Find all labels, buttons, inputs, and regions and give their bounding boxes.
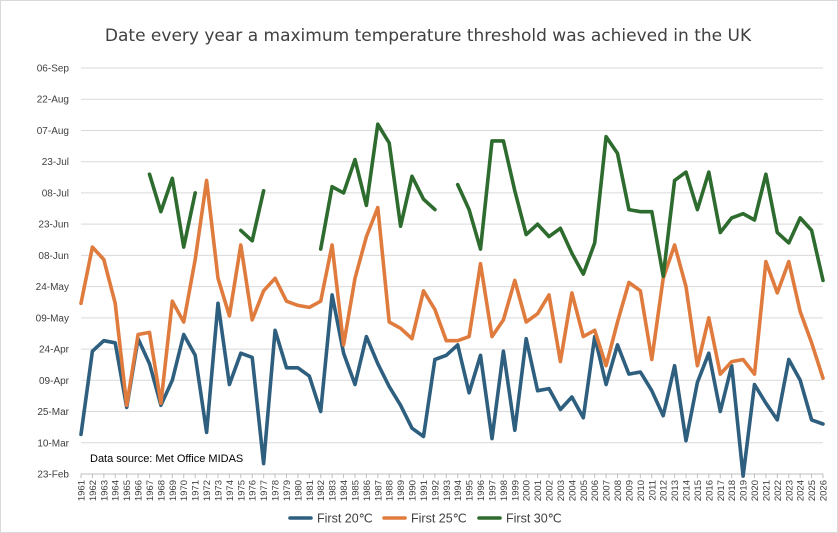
x-tick-label: 1961 [77, 480, 88, 501]
x-tick-label: 1980 [293, 480, 304, 501]
series-line-3 [147, 172, 197, 249]
series-lines [79, 122, 825, 478]
data-source-note: Data source: Met Office MIDAS [87, 449, 243, 467]
legend-label: First 25℃ [411, 512, 467, 526]
x-tick-label: 2014 [682, 480, 693, 501]
x-tick-label: 2010 [636, 480, 647, 501]
x-tick-label: 1994 [453, 480, 464, 501]
y-tick-label: 07-Aug [37, 126, 69, 137]
x-tick-label: 2023 [784, 480, 795, 501]
series-line-1 [79, 293, 825, 478]
x-tick-label: 1968 [156, 480, 167, 501]
x-tick-label: 2008 [613, 480, 624, 501]
x-tick-label: 1984 [339, 480, 350, 501]
y-tick-label: 23-Jun [38, 220, 69, 231]
x-tick-label: 1966 [134, 480, 145, 501]
x-tick-label: 2016 [704, 480, 715, 501]
x-tick-label: 1985 [350, 480, 361, 501]
series-line-3 [318, 122, 437, 251]
x-tick-label: 1978 [271, 480, 282, 501]
note-background [87, 449, 243, 467]
series-line-3 [455, 134, 825, 283]
x-tick-label: 1982 [316, 480, 327, 501]
legend-label: First 30℃ [506, 512, 562, 526]
legend-label: First 20℃ [317, 512, 373, 526]
y-tick-label: 10-Mar [37, 438, 69, 449]
x-tick-label: 1981 [305, 480, 316, 501]
chart-title: Date every year a maximum temperature th… [105, 26, 752, 46]
x-tick-label: 2000 [522, 480, 533, 501]
x-tick-label: 1993 [442, 480, 453, 501]
x-tick-label: 1969 [168, 480, 179, 501]
x-tick-label: 1992 [430, 480, 441, 501]
x-tick-label: 1995 [465, 480, 476, 501]
x-tick-label: 1999 [510, 480, 521, 501]
x-axis-tick-labels: 1961 1962 1963 1964 1965 1966 1967 1968 1969 1970… [77, 480, 830, 501]
x-tick-label: 1990 [408, 480, 419, 501]
y-tick-label: 09-May [36, 313, 69, 324]
y-tick-label: 23-Feb [37, 470, 69, 481]
y-tick-label: 22-Aug [37, 95, 69, 106]
y-tick-label: 25-Mar [37, 407, 69, 418]
x-tick-label: 1977 [259, 480, 270, 501]
x-tick-label: 2013 [670, 480, 681, 501]
y-tick-label: 09-Apr [39, 376, 70, 387]
x-tick-label: 2012 [659, 480, 670, 501]
x-tick-label: 1972 [202, 480, 213, 501]
x-tick-label: 1988 [385, 480, 396, 501]
x-tick-label: 2017 [716, 480, 727, 501]
x-tick-label: 1962 [88, 480, 99, 501]
x-tick-label: 2019 [739, 480, 750, 501]
x-tick-label: 2021 [761, 480, 772, 501]
x-tick-label: 1970 [179, 480, 190, 501]
x-tick-label: 1989 [396, 480, 407, 501]
x-tick-label: 2018 [727, 480, 738, 501]
x-tick-label: 1974 [225, 480, 236, 501]
x-tick-label: 2002 [545, 480, 556, 501]
x-tick-label: 2009 [624, 480, 635, 501]
y-tick-label: 24-May [36, 282, 69, 293]
x-tick-label: 1996 [476, 480, 487, 501]
x-tick-label: 2007 [602, 480, 613, 501]
x-tick-label: 1976 [248, 480, 259, 501]
x-tick-label: 2011 [647, 480, 658, 500]
x-tick-label: 1987 [373, 480, 384, 501]
x-tick-label: 2004 [567, 480, 578, 501]
x-tick-label: 1971 [191, 480, 202, 501]
x-tick-label: 1991 [419, 480, 430, 501]
x-tick-label: 1967 [145, 480, 156, 501]
x-tick-label: 1986 [362, 480, 373, 501]
series-line-3 [239, 189, 266, 243]
y-tick-label: 08-Jul [42, 188, 69, 199]
y-tick-label: 08-Jun [38, 251, 69, 262]
x-tick-label: 2015 [693, 480, 704, 501]
x-tick-label: 2001 [533, 480, 544, 501]
x-tick-label: 1963 [99, 480, 110, 501]
y-tick-label: 24-Apr [39, 345, 70, 356]
data-source-text: Data source: Met Office MIDAS [90, 453, 243, 465]
x-tick-label: 2022 [773, 480, 784, 501]
x-tick-label: 1964 [111, 480, 122, 501]
x-tick-label: 2025 [807, 480, 818, 501]
x-tick-label: 1983 [328, 480, 339, 501]
legend: First 20℃ First 25℃ First 30℃ [288, 512, 562, 526]
x-tick-label: 2003 [556, 480, 567, 501]
x-tick-label: 1997 [487, 480, 498, 501]
series-line-2 [79, 178, 825, 408]
x-tick-label: 2020 [750, 480, 761, 501]
x-tick-label: 2005 [579, 480, 590, 501]
x-tick-label: 1965 [122, 480, 133, 501]
x-tick-label: 2026 [819, 480, 830, 501]
x-tick-label: 1979 [282, 480, 293, 501]
x-tick-label: 2006 [590, 480, 601, 501]
x-tick-label: 1975 [236, 480, 247, 501]
y-axis-tick-labels: 23-Feb 10-Mar 25-Mar 09-Apr 24-Apr 09-May 24-M… [36, 64, 70, 481]
y-tick-label: 06-Sep [37, 64, 70, 75]
y-tick-label: 23-Jul [42, 157, 69, 168]
x-tick-label: 1998 [499, 480, 510, 501]
x-tick-label: 1973 [213, 480, 224, 501]
x-tick-label: 2024 [796, 480, 807, 501]
